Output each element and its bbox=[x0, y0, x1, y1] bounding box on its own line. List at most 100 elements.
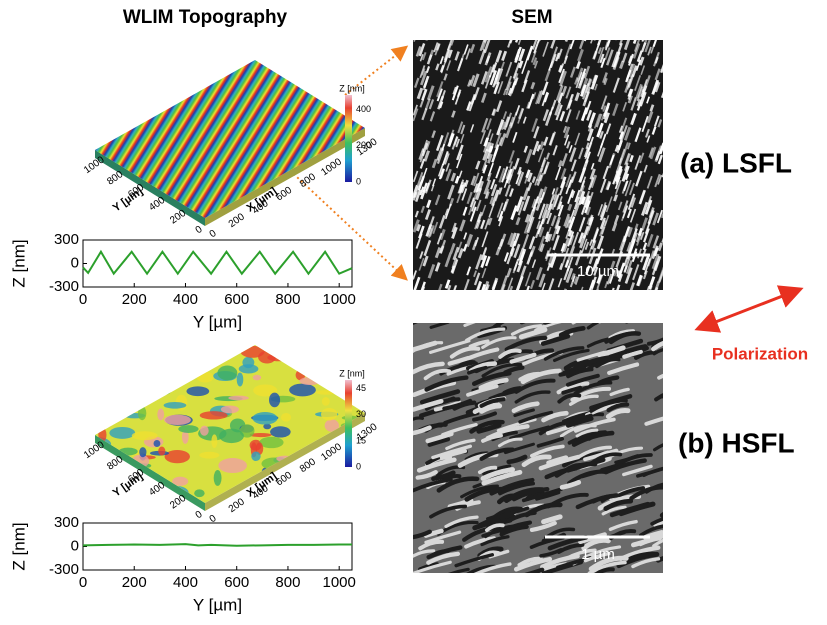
texture bbox=[81, 423, 111, 428]
texture bbox=[669, 498, 706, 509]
texture bbox=[197, 372, 214, 383]
texture bbox=[670, 510, 703, 520]
polarization-label: Polarization bbox=[712, 344, 808, 363]
texture bbox=[237, 372, 244, 386]
texture bbox=[486, 292, 488, 298]
texture bbox=[115, 341, 124, 347]
texture bbox=[128, 386, 140, 401]
texture bbox=[93, 502, 108, 517]
texture bbox=[199, 452, 219, 459]
y-tick-label: 0 bbox=[71, 254, 79, 271]
colorbar-tick: 400 bbox=[356, 104, 371, 114]
x-tick-label: 800 bbox=[275, 574, 300, 591]
texture bbox=[97, 406, 109, 414]
texture bbox=[201, 349, 226, 355]
texture bbox=[663, 161, 669, 177]
x-axis-label: Y [µm] bbox=[193, 595, 242, 614]
texture bbox=[139, 447, 146, 457]
y-tick-label: 0 bbox=[194, 224, 205, 236]
texture bbox=[540, 27, 545, 40]
texture bbox=[294, 491, 308, 498]
texture bbox=[627, 310, 664, 321]
texture bbox=[221, 405, 239, 413]
texture bbox=[217, 366, 237, 381]
texture bbox=[643, 33, 646, 40]
texture bbox=[86, 371, 116, 379]
texture bbox=[132, 431, 158, 440]
x-tick-label: 600 bbox=[224, 291, 249, 308]
texture bbox=[200, 342, 229, 357]
texture bbox=[354, 402, 361, 407]
texture bbox=[236, 339, 248, 343]
texture bbox=[321, 408, 337, 421]
texture bbox=[186, 386, 209, 396]
texture bbox=[165, 450, 190, 463]
y-tick-label: 300 bbox=[54, 514, 79, 531]
texture bbox=[665, 377, 702, 388]
texture bbox=[313, 488, 335, 496]
texture bbox=[533, 292, 535, 299]
colorbar-tick: 15 bbox=[356, 435, 366, 445]
colorbar-tick: 200 bbox=[356, 140, 371, 150]
texture bbox=[105, 371, 132, 380]
texture bbox=[157, 409, 164, 421]
x-tick-label: 1000 bbox=[323, 291, 356, 308]
x-tick-label: 400 bbox=[173, 291, 198, 308]
texture bbox=[211, 434, 217, 448]
texture bbox=[81, 495, 100, 511]
texture bbox=[88, 407, 110, 420]
x-tick-label: 0 bbox=[79, 574, 87, 591]
x-tick-label: 800 bbox=[298, 456, 318, 475]
colorbar-tick: 0 bbox=[356, 461, 361, 471]
y-tick-label: 300 bbox=[54, 231, 79, 248]
texture bbox=[451, 310, 483, 320]
texture bbox=[270, 346, 291, 355]
texture bbox=[416, 290, 419, 298]
texture bbox=[311, 502, 337, 506]
texture bbox=[426, 26, 431, 40]
colorbar bbox=[345, 380, 352, 467]
texture bbox=[307, 355, 335, 369]
header: WLIM Topography bbox=[123, 7, 288, 28]
texture bbox=[228, 396, 249, 401]
texture bbox=[579, 313, 599, 320]
texture bbox=[107, 387, 115, 403]
texture bbox=[663, 233, 666, 243]
texture bbox=[302, 342, 331, 350]
panel-label: (b) HSFL bbox=[678, 427, 795, 458]
colorbar-tick: 30 bbox=[356, 409, 366, 419]
texture bbox=[318, 491, 338, 497]
polarization-arrow bbox=[700, 290, 798, 328]
texture bbox=[286, 343, 295, 347]
texture bbox=[219, 429, 244, 443]
texture bbox=[345, 338, 356, 351]
texture bbox=[324, 350, 342, 360]
texture bbox=[123, 337, 139, 352]
texture bbox=[158, 447, 165, 456]
texture bbox=[344, 340, 354, 351]
texture bbox=[267, 354, 290, 361]
texture bbox=[289, 384, 316, 397]
texture bbox=[662, 509, 683, 516]
texture bbox=[166, 356, 179, 372]
texture bbox=[99, 371, 120, 379]
x-tick-label: 400 bbox=[173, 574, 198, 591]
texture bbox=[298, 483, 327, 490]
texture bbox=[269, 393, 280, 408]
texture bbox=[109, 427, 135, 439]
texture bbox=[91, 464, 105, 468]
x-tick-label: 200 bbox=[227, 496, 247, 515]
texture bbox=[251, 452, 260, 462]
texture bbox=[363, 506, 371, 510]
y-axis-label: Z [nm] bbox=[9, 239, 28, 287]
y-tick-label: -300 bbox=[49, 561, 79, 578]
sem-image bbox=[413, 25, 668, 300]
texture bbox=[164, 415, 191, 425]
header: SEM bbox=[511, 7, 552, 28]
texture bbox=[316, 390, 336, 395]
colorbar-label: Z [nm] bbox=[339, 368, 365, 378]
x-tick-label: 800 bbox=[298, 171, 318, 190]
texture bbox=[270, 426, 291, 437]
texture bbox=[327, 507, 352, 513]
texture bbox=[362, 454, 376, 466]
